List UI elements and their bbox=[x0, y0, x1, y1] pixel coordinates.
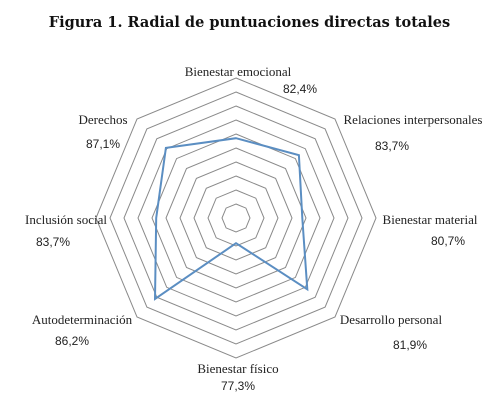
data-label: 86,2% bbox=[55, 334, 89, 348]
chart-title: Figura 1. Radial de puntuaciones directa… bbox=[48, 14, 451, 31]
grid-ring bbox=[95, 77, 377, 359]
data-label: 83,7% bbox=[36, 235, 70, 249]
grid-ring bbox=[221, 203, 251, 233]
grid-ring bbox=[179, 161, 293, 275]
axis-label: Inclusión social bbox=[25, 212, 107, 227]
grid-ring bbox=[207, 189, 265, 247]
grid-ring bbox=[137, 119, 335, 317]
axis-label: Desarrollo personal bbox=[340, 312, 443, 327]
data-label: 87,1% bbox=[86, 137, 120, 151]
grid-ring bbox=[123, 105, 349, 331]
series-line bbox=[153, 137, 309, 301]
axis-label: Relaciones interpersonales bbox=[344, 112, 483, 127]
data-label: 82,4% bbox=[283, 82, 317, 96]
data-label: 80,7% bbox=[431, 234, 465, 248]
data-label: 77,3% bbox=[221, 379, 255, 393]
grid-ring bbox=[193, 175, 279, 261]
axis-label: Bienestar físico bbox=[197, 361, 278, 376]
axis-label: Autodeterminación bbox=[32, 312, 133, 327]
grid-ring bbox=[151, 133, 321, 303]
data-label: 81,9% bbox=[393, 338, 427, 352]
axis-label: Bienestar emocional bbox=[185, 64, 292, 79]
axis-label: Bienestar material bbox=[383, 212, 478, 227]
data-label: 83,7% bbox=[375, 139, 409, 153]
axis-label: Derechos bbox=[78, 112, 127, 127]
grid-ring bbox=[165, 147, 307, 289]
grid-ring bbox=[109, 91, 363, 345]
